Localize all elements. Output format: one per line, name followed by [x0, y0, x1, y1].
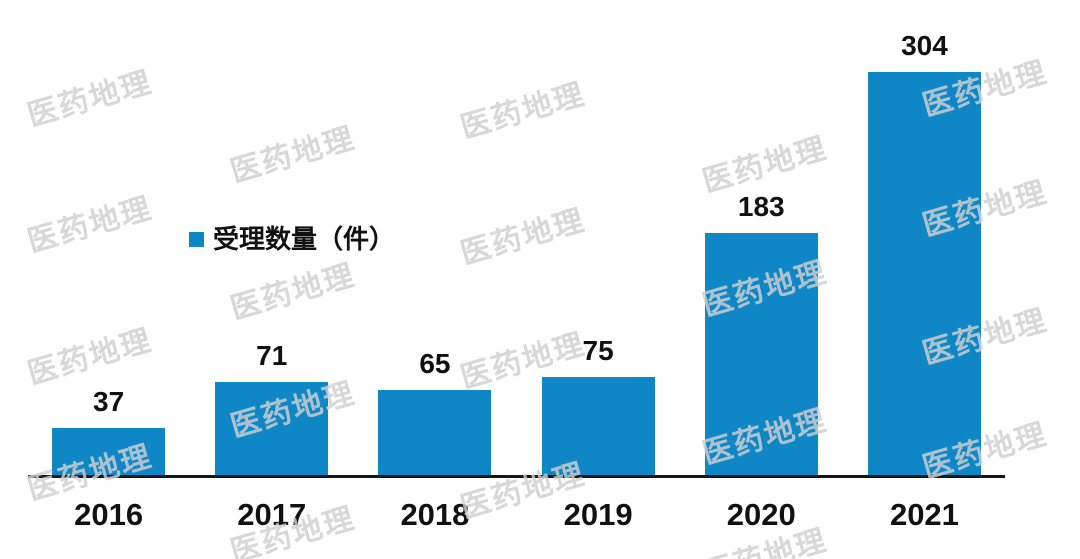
x-axis-label-2017: 2017	[237, 497, 307, 532]
bar-value-label: 71	[256, 340, 288, 371]
bar-2017	[215, 382, 329, 477]
bar-2018	[378, 390, 492, 477]
x-axis-label-2021: 2021	[889, 497, 959, 532]
x-axis-label-2016: 2016	[74, 497, 144, 532]
x-axis-label-2019: 2019	[563, 497, 633, 532]
x-axis-label-2020: 2020	[726, 497, 796, 532]
x-axis-labels: 2016 2017 2018 2019 2020 2021	[27, 499, 1006, 530]
bar-2020	[704, 233, 818, 477]
bar-group-2019: 75	[517, 337, 680, 477]
x-axis-label-2018: 2018	[400, 497, 470, 532]
bar-group-2017: 71	[190, 342, 353, 477]
bar-group-2016: 37	[27, 388, 190, 477]
legend-label: 受理数量（件）	[213, 224, 396, 254]
bar-2021	[867, 72, 981, 477]
x-axis-line	[28, 475, 1005, 478]
legend-swatch	[189, 231, 204, 247]
bar-value-label: 304	[901, 30, 948, 61]
bar-value-label: 183	[737, 191, 785, 222]
bar-value-label: 75	[582, 335, 614, 366]
bar-group-2021: 304	[843, 32, 1006, 477]
plot-area: 37 71 65 75 183 304	[27, 32, 1006, 477]
legend: 受理数量（件）	[189, 226, 395, 252]
bar-group-2018: 65	[353, 350, 516, 477]
bar-value-label: 37	[93, 386, 125, 417]
bar-2019	[541, 377, 655, 477]
bar-value-label: 65	[419, 348, 451, 379]
bar-2016	[52, 428, 166, 477]
bar-group-2020: 183	[680, 193, 843, 477]
